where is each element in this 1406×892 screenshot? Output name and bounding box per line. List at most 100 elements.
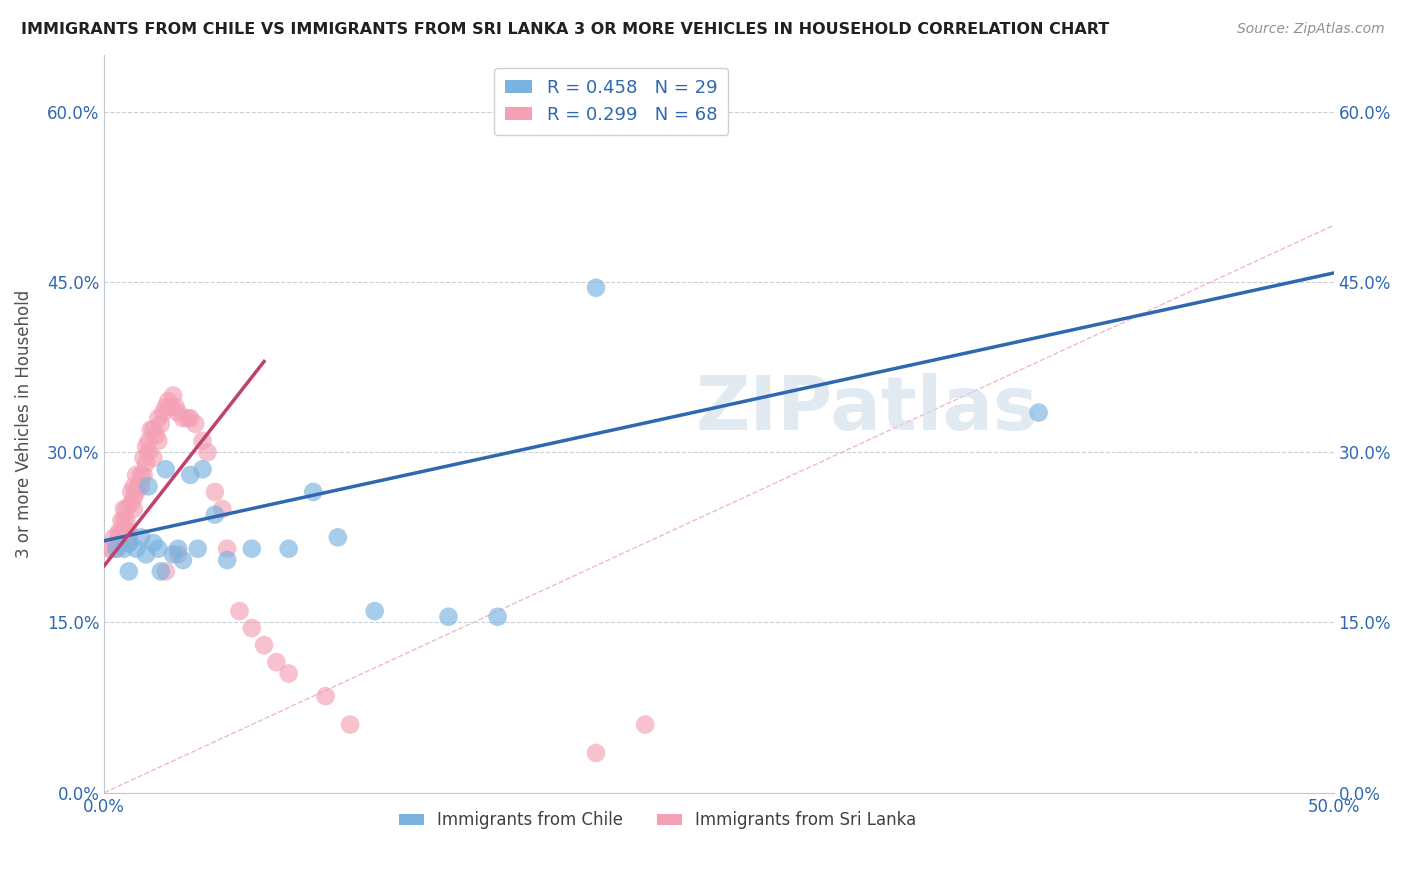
Legend: Immigrants from Chile, Immigrants from Sri Lanka: Immigrants from Chile, Immigrants from S…: [392, 805, 922, 836]
Point: [129, 479, 152, 493]
Point: [177, 411, 200, 425]
Point: [120, 496, 142, 510]
Point: [315, 690, 337, 704]
Point: [105, 536, 128, 550]
Point: [148, 434, 170, 448]
Point: [191, 434, 214, 448]
Point: [253, 638, 276, 652]
Point: [118, 565, 141, 579]
Point: [138, 445, 160, 459]
Point: [138, 479, 160, 493]
Point: [149, 565, 172, 579]
Point: [135, 440, 157, 454]
Point: [634, 717, 657, 731]
Point: [112, 513, 135, 527]
Point: [145, 428, 167, 442]
Point: [155, 400, 177, 414]
Point: [112, 502, 135, 516]
Point: [228, 604, 250, 618]
Point: [128, 479, 150, 493]
Point: [115, 502, 138, 516]
Point: [135, 548, 157, 562]
Point: [197, 445, 219, 459]
Point: [142, 423, 165, 437]
Point: [142, 450, 165, 465]
Point: [585, 746, 607, 760]
Point: [486, 609, 509, 624]
Point: [266, 655, 288, 669]
Point: [139, 423, 162, 437]
Point: [184, 417, 207, 431]
Point: [240, 541, 263, 556]
Point: [240, 621, 263, 635]
Point: [125, 541, 148, 556]
Point: [120, 485, 142, 500]
Point: [118, 530, 141, 544]
Point: [148, 541, 170, 556]
Point: [132, 450, 155, 465]
Point: [172, 411, 194, 425]
Point: [110, 524, 132, 539]
Point: [302, 485, 325, 500]
Point: [162, 388, 184, 402]
Point: [437, 609, 460, 624]
Point: [122, 502, 145, 516]
Point: [103, 530, 125, 544]
Point: [125, 485, 148, 500]
Point: [122, 491, 145, 505]
Point: [132, 467, 155, 482]
Point: [277, 541, 299, 556]
Point: [142, 536, 165, 550]
Point: [172, 553, 194, 567]
Point: [1028, 406, 1050, 420]
Point: [217, 541, 239, 556]
Point: [204, 485, 226, 500]
Point: [112, 541, 135, 556]
Point: [115, 513, 138, 527]
Point: [204, 508, 226, 522]
Point: [100, 541, 122, 556]
Point: [167, 548, 190, 562]
Text: Source: ZipAtlas.com: Source: ZipAtlas.com: [1237, 22, 1385, 37]
Point: [179, 467, 201, 482]
Point: [585, 281, 607, 295]
Point: [165, 400, 187, 414]
Point: [155, 565, 177, 579]
Point: [105, 541, 128, 556]
Point: [187, 541, 209, 556]
Point: [108, 530, 131, 544]
Point: [105, 541, 128, 556]
Point: [339, 717, 361, 731]
Point: [179, 411, 201, 425]
Point: [167, 406, 190, 420]
Point: [122, 479, 145, 493]
Point: [152, 406, 174, 420]
Point: [277, 666, 299, 681]
Point: [326, 530, 349, 544]
Point: [125, 467, 148, 482]
Point: [129, 530, 152, 544]
Point: [167, 541, 190, 556]
Point: [149, 417, 172, 431]
Point: [118, 536, 141, 550]
Point: [364, 604, 387, 618]
Point: [105, 536, 128, 550]
Point: [118, 524, 141, 539]
Y-axis label: 3 or more Vehicles in Household: 3 or more Vehicles in Household: [15, 290, 32, 558]
Point: [191, 462, 214, 476]
Point: [157, 394, 180, 409]
Point: [148, 411, 170, 425]
Point: [217, 553, 239, 567]
Point: [118, 536, 141, 550]
Text: IMMIGRANTS FROM CHILE VS IMMIGRANTS FROM SRI LANKA 3 OR MORE VEHICLES IN HOUSEHO: IMMIGRANTS FROM CHILE VS IMMIGRANTS FROM…: [21, 22, 1109, 37]
Point: [138, 434, 160, 448]
Point: [118, 536, 141, 550]
Text: ZIPatlas: ZIPatlas: [695, 373, 1038, 446]
Point: [98, 541, 121, 556]
Point: [162, 548, 184, 562]
Point: [135, 457, 157, 471]
Point: [159, 400, 181, 414]
Point: [155, 462, 177, 476]
Point: [110, 513, 132, 527]
Point: [129, 467, 152, 482]
